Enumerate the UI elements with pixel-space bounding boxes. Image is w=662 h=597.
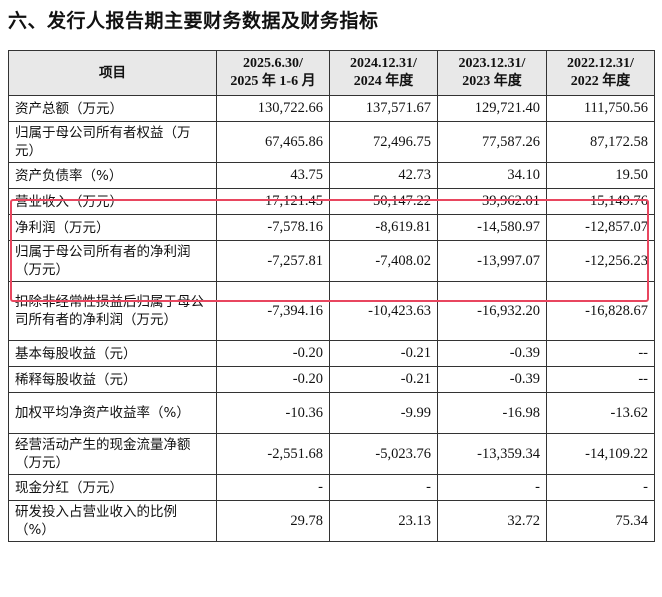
- cell-value: 29.78: [216, 500, 330, 542]
- table-row-total-assets: 资产总额（万元） 130,722.66 137,571.67 129,721.4…: [8, 95, 655, 122]
- cell-value: -13,359.34: [437, 433, 547, 475]
- table-row-parent-equity: 归属于母公司所有者权益（万元） 67,465.86 72,496.75 77,5…: [8, 121, 655, 163]
- row-label: 归属于母公司所有者权益（万元）: [8, 121, 217, 163]
- cell-value: 32.72: [437, 500, 547, 542]
- cell-value: 72,496.75: [329, 121, 438, 163]
- cell-value: --: [546, 366, 655, 393]
- cell-value: -0.39: [437, 366, 547, 393]
- table-row-debt-ratio: 资产负债率（%） 43.75 42.73 34.10 19.50: [8, 162, 655, 189]
- table-header-row: 项目 2025.6.30/2025 年 1-6 月 2024.12.31/202…: [8, 50, 655, 96]
- cell-value: -: [329, 474, 438, 501]
- section-title: 六、发行人报告期主要财务数据及财务指标: [8, 10, 379, 32]
- cell-value: -9.99: [329, 392, 438, 434]
- financial-data-table: 项目 2025.6.30/2025 年 1-6 月 2024.12.31/202…: [8, 50, 655, 542]
- cell-value: 43.75: [216, 162, 330, 189]
- row-label: 营业收入（万元）: [8, 188, 217, 215]
- table-row-roe: 加权平均净资产收益率（%） -10.36 -9.99 -16.98 -13.62: [8, 392, 655, 434]
- period-label: 2023 年度: [462, 74, 522, 89]
- cell-value: -13.62: [546, 392, 655, 434]
- period-date: 2024.12.31/: [350, 56, 417, 71]
- cell-value: 17,121.45: [216, 188, 330, 215]
- cell-value: -16,932.20: [437, 281, 547, 341]
- cell-value: 137,571.67: [329, 95, 438, 122]
- cell-value: -10.36: [216, 392, 330, 434]
- row-label: 稀释每股收益（元）: [8, 366, 217, 393]
- cell-value: -0.20: [216, 340, 330, 367]
- cell-value: 50,147.22: [329, 188, 438, 215]
- cell-value: 42.73: [329, 162, 438, 189]
- cell-value: -14,580.97: [437, 214, 547, 241]
- column-header-item: 项目: [8, 50, 217, 96]
- row-label: 基本每股收益（元）: [8, 340, 217, 367]
- row-label: 净利润（万元）: [8, 214, 217, 241]
- table-row-rd-ratio: 研发投入占营业收入的比例（%） 29.78 23.13 32.72 75.34: [8, 500, 655, 542]
- period-label: 2024 年度: [353, 74, 414, 89]
- cell-value: -0.21: [329, 340, 438, 367]
- cell-value: 19.50: [546, 162, 655, 189]
- cell-value: -0.21: [329, 366, 438, 393]
- table-row-operating-cash-flow: 经营活动产生的现金流量净额（万元） -2,551.68 -5,023.76 -1…: [8, 433, 655, 475]
- table-row-basic-eps: 基本每股收益（元） -0.20 -0.21 -0.39 --: [8, 340, 655, 367]
- cell-value: 111,750.56: [546, 95, 655, 122]
- row-label: 经营活动产生的现金流量净额（万元）: [8, 433, 217, 475]
- cell-value: -7,257.81: [216, 240, 330, 282]
- period-label: 2025 年 1-6 月: [230, 74, 316, 89]
- cell-value: -12,857.07: [546, 214, 655, 241]
- row-label: 加权平均净资产收益率（%）: [8, 392, 217, 434]
- cell-value: -12,256.23: [546, 240, 655, 282]
- period-label: 2022 年度: [570, 74, 631, 89]
- cell-value: -7,394.16: [216, 281, 330, 341]
- table-row-cash-dividend: 现金分红（万元） - - - -: [8, 474, 655, 501]
- cell-value: 87,172.58: [546, 121, 655, 163]
- table-row-diluted-eps: 稀释每股收益（元） -0.20 -0.21 -0.39 --: [8, 366, 655, 393]
- cell-value: 67,465.86: [216, 121, 330, 163]
- cell-value: -8,619.81: [329, 214, 438, 241]
- column-header-2022: 2022.12.31/2022 年度: [546, 50, 655, 96]
- period-date: 2023.12.31/: [458, 56, 526, 71]
- cell-value: -14,109.22: [546, 433, 655, 475]
- cell-value: -16.98: [437, 392, 547, 434]
- cell-value: -: [546, 474, 655, 501]
- cell-value: -0.20: [216, 366, 330, 393]
- period-date: 2025.6.30/: [243, 56, 303, 71]
- period-date: 2022.12.31/: [567, 56, 634, 71]
- row-label: 资产总额（万元）: [8, 95, 217, 122]
- table-row-net-profit: 净利润（万元） -7,578.16 -8,619.81 -14,580.97 -…: [8, 214, 655, 241]
- cell-value: 39,962.01: [437, 188, 547, 215]
- row-label: 资产负债率（%）: [8, 162, 217, 189]
- cell-value: 15,149.76: [546, 188, 655, 215]
- cell-value: -: [216, 474, 330, 501]
- cell-value: 129,721.40: [437, 95, 547, 122]
- row-label: 研发投入占营业收入的比例（%）: [8, 500, 217, 542]
- cell-value: -7,578.16: [216, 214, 330, 241]
- cell-value: 77,587.26: [437, 121, 547, 163]
- cell-value: -7,408.02: [329, 240, 438, 282]
- column-header-2025h1: 2025.6.30/2025 年 1-6 月: [216, 50, 330, 96]
- cell-value: -: [437, 474, 547, 501]
- cell-value: 23.13: [329, 500, 438, 542]
- cell-value: 75.34: [546, 500, 655, 542]
- cell-value: -10,423.63: [329, 281, 438, 341]
- cell-value: -16,828.67: [546, 281, 655, 341]
- column-header-2024: 2024.12.31/2024 年度: [329, 50, 438, 96]
- row-label: 归属于母公司所有者的净利润（万元）: [8, 240, 217, 282]
- cell-value: -5,023.76: [329, 433, 438, 475]
- cell-value: 130,722.66: [216, 95, 330, 122]
- cell-value: -0.39: [437, 340, 547, 367]
- row-label: 扣除非经常性损益后归属于母公司所有者的净利润（万元）: [8, 281, 217, 341]
- cell-value: -13,997.07: [437, 240, 547, 282]
- cell-value: 34.10: [437, 162, 547, 189]
- table-row-parent-net-profit: 归属于母公司所有者的净利润（万元） -7,257.81 -7,408.02 -1…: [8, 240, 655, 282]
- cell-value: --: [546, 340, 655, 367]
- cell-value: -2,551.68: [216, 433, 330, 475]
- table-row-adjusted-net-profit: 扣除非经常性损益后归属于母公司所有者的净利润（万元） -7,394.16 -10…: [8, 281, 655, 341]
- column-header-2023: 2023.12.31/2023 年度: [437, 50, 547, 96]
- row-label: 现金分红（万元）: [8, 474, 217, 501]
- table-row-revenue: 营业收入（万元） 17,121.45 50,147.22 39,962.01 1…: [8, 188, 655, 215]
